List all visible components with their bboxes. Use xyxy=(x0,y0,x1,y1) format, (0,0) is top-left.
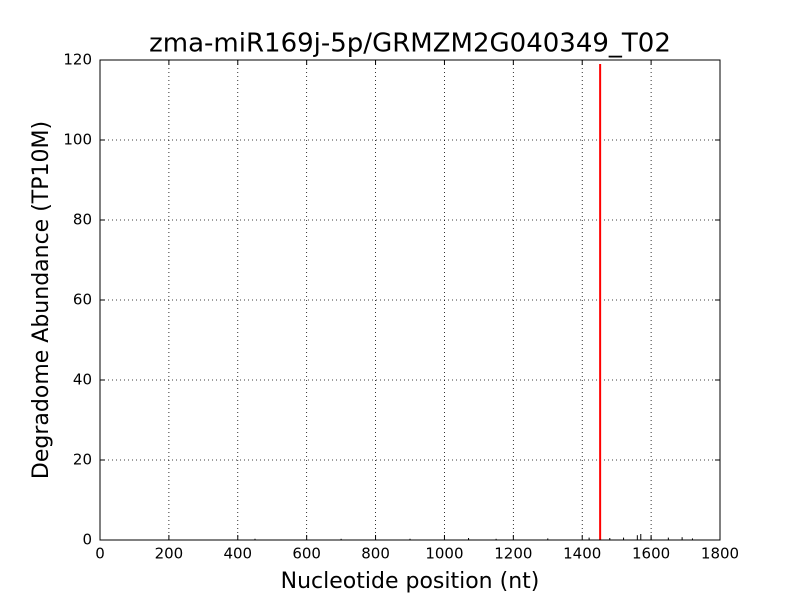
y-tick-label: 60 xyxy=(73,291,92,309)
x-tick-label: 1000 xyxy=(425,545,463,563)
x-tick-label: 0 xyxy=(95,545,105,563)
y-tick-label: 100 xyxy=(63,131,92,149)
x-tick-label: 200 xyxy=(155,545,184,563)
y-tick-label: 40 xyxy=(73,371,92,389)
y-tick-label: 80 xyxy=(73,211,92,229)
y-tick-label: 120 xyxy=(63,51,92,69)
x-axis-label: Nucleotide position (nt) xyxy=(281,569,540,594)
y-tick-label: 0 xyxy=(82,531,92,549)
chart-title: zma-miR169j-5p/GRMZM2G040349_T02 xyxy=(149,29,671,59)
y-axis-label: Degradome Abundance (TP10M) xyxy=(29,121,54,479)
x-tick-label: 400 xyxy=(223,545,252,563)
x-tick-label: 600 xyxy=(292,545,321,563)
x-tick-label: 800 xyxy=(361,545,390,563)
x-tick-label: 1800 xyxy=(701,545,739,563)
x-tick-label: 1200 xyxy=(494,545,532,563)
x-tick-label: 1600 xyxy=(632,545,670,563)
x-tick-label: 1400 xyxy=(563,545,601,563)
y-tick-label: 20 xyxy=(73,451,92,469)
plot-frame xyxy=(99,59,721,541)
